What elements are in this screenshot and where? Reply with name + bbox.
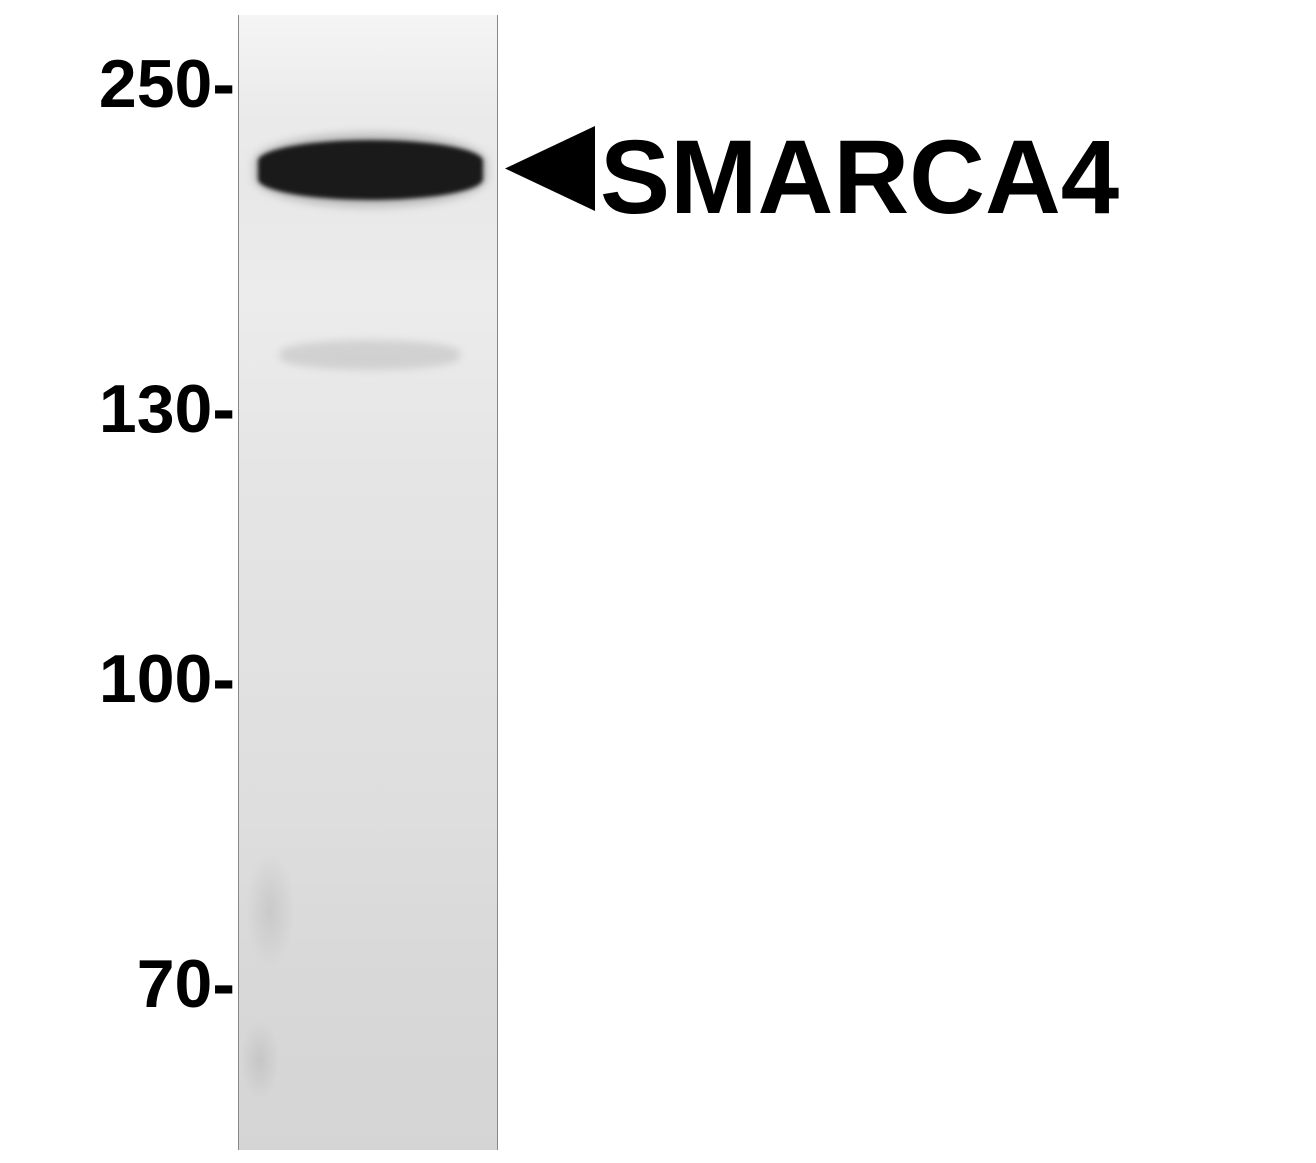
mw-marker-130: 130- xyxy=(99,370,235,448)
lane-noise xyxy=(240,1020,280,1100)
faint-band xyxy=(280,340,460,370)
protein-label: SMARCA4 xyxy=(600,118,1119,238)
smarca4-band xyxy=(258,140,483,200)
mw-marker-250: 250- xyxy=(99,45,235,123)
mw-marker-70: 70- xyxy=(137,945,235,1023)
mw-marker-100: 100- xyxy=(99,640,235,718)
western-blot-figure: 250- 130- 100- 70- SMARCA4 xyxy=(0,0,1316,1163)
lane-noise xyxy=(245,850,295,970)
arrow-icon xyxy=(505,126,595,211)
